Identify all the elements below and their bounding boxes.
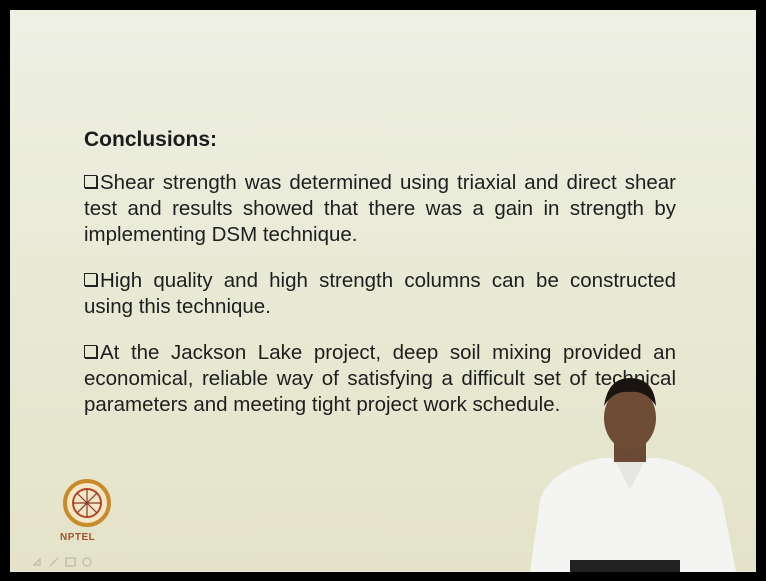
bullet-text: Shear strength was determined using tria…	[84, 171, 676, 246]
slide: Conclusions: Shear strength was determin…	[10, 10, 756, 572]
logo-text: NPTEL	[60, 532, 95, 543]
logo-emblem	[62, 475, 112, 531]
bullet-text: High quality and high strength columns c…	[84, 269, 676, 318]
heading: Conclusions:	[84, 128, 217, 152]
bullet: Shear strength was determined using tria…	[84, 170, 676, 248]
bullet: High quality and high strength columns c…	[84, 268, 676, 320]
screen: {"slide": {"heading": "Conclusions:", "b…	[0, 0, 766, 581]
checkbox-bullet	[84, 175, 97, 188]
slide-toolbar	[32, 555, 122, 569]
checkbox-bullet	[84, 273, 97, 286]
checkbox-bullet	[84, 345, 97, 358]
presenter	[510, 370, 756, 572]
